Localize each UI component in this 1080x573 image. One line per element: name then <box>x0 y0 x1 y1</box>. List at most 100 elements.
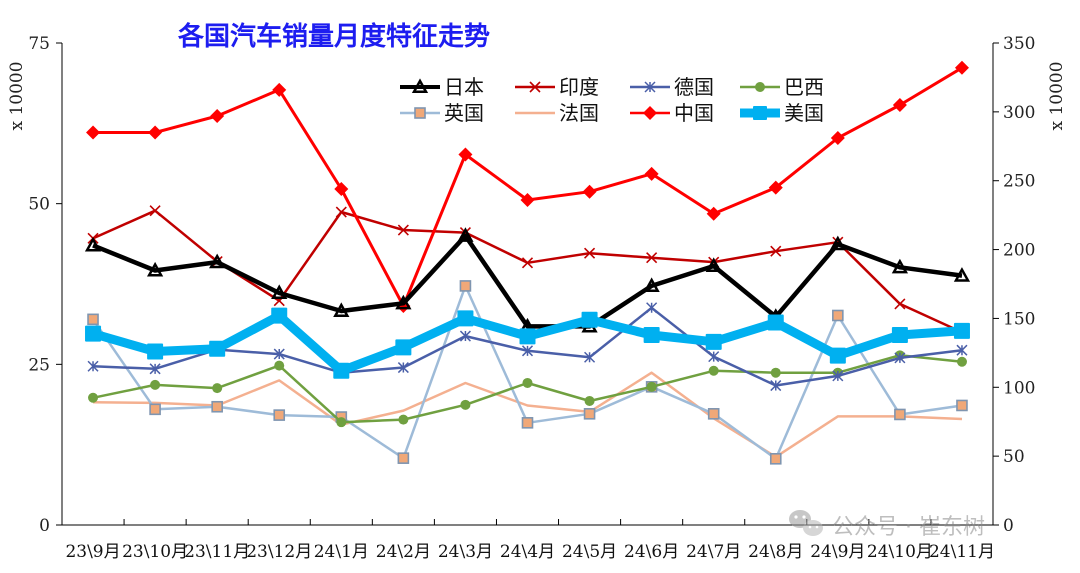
data-point <box>894 352 906 364</box>
y-right-tick-label: 350 <box>1003 34 1035 54</box>
data-point <box>149 403 161 416</box>
data-point <box>458 147 473 162</box>
data-point <box>829 347 846 364</box>
data-point <box>273 348 285 360</box>
data-point <box>272 82 287 97</box>
data-point <box>529 81 541 93</box>
data-point <box>584 351 596 363</box>
data-point <box>211 400 223 413</box>
data-point <box>274 360 285 371</box>
data-point <box>643 326 660 343</box>
series-line <box>93 66 963 308</box>
data-point <box>956 344 968 356</box>
y-right-unit-label: x 10000 <box>1047 61 1067 130</box>
data-point <box>457 310 474 327</box>
x-tick-label: 23\11月 <box>184 542 250 562</box>
data-point <box>521 345 534 357</box>
chart-title: 各国汽车销量月度特征走势 <box>177 21 490 52</box>
data-point <box>397 224 409 236</box>
data-point <box>271 284 288 300</box>
data-point <box>706 206 721 221</box>
data-point <box>956 399 968 412</box>
series-line <box>92 233 963 329</box>
data-point <box>708 351 720 363</box>
data-point <box>519 328 536 345</box>
data-point <box>830 131 845 146</box>
data-point <box>85 325 102 342</box>
x-tick-label: 24\7月 <box>686 542 741 562</box>
y-right-tick-label: 0 <box>1003 516 1014 536</box>
data-point <box>209 253 226 269</box>
series-line-group <box>85 307 970 379</box>
data-point <box>209 340 226 357</box>
data-point <box>460 399 471 410</box>
data-point <box>769 453 782 465</box>
data-point <box>86 125 101 140</box>
y-right-tick-label: 150 <box>1003 309 1035 329</box>
data-point <box>149 205 161 217</box>
data-point <box>520 192 535 207</box>
x-tick-label: 24\9月 <box>810 542 865 562</box>
data-point <box>953 267 971 282</box>
y-right-tick-label: 250 <box>1003 172 1035 192</box>
data-point <box>894 298 906 310</box>
x-tick-label: 23\12月 <box>246 542 312 562</box>
data-point <box>333 362 350 379</box>
legend-label: 印度 <box>559 75 599 99</box>
data-point <box>521 417 534 429</box>
series-line-group <box>86 60 969 314</box>
data-point <box>894 408 906 421</box>
data-point <box>521 257 534 269</box>
series-layer <box>84 60 971 465</box>
data-point <box>397 362 409 374</box>
data-point <box>643 277 660 292</box>
data-point <box>395 294 412 310</box>
legend-label: 巴西 <box>784 75 824 99</box>
legend-label: 英国 <box>444 101 484 125</box>
data-point <box>459 280 472 292</box>
data-point <box>333 302 350 318</box>
data-point <box>522 377 533 388</box>
data-point <box>646 252 658 264</box>
legend-item: 中国 <box>630 101 714 125</box>
x-tick-label: 24\1月 <box>314 542 369 562</box>
data-point <box>334 181 349 196</box>
legend-item: 印度 <box>515 75 599 99</box>
data-point <box>87 313 99 326</box>
legend-label: 美国 <box>784 101 824 125</box>
data-point <box>395 339 412 356</box>
data-point <box>954 60 969 75</box>
watermark-text: 公众号 · 崔东树 <box>832 515 985 540</box>
data-point <box>581 311 598 328</box>
x-tick-label: 24\6月 <box>624 542 679 562</box>
data-point <box>755 82 765 92</box>
data-point <box>271 307 288 324</box>
data-point <box>891 326 908 343</box>
x-tick-label: 24\10月 <box>867 542 933 562</box>
x-tick-label: 24\2月 <box>376 542 431 562</box>
data-point <box>708 365 719 376</box>
data-point <box>148 125 163 140</box>
x-tick-label: 24\8月 <box>748 542 803 562</box>
data-point <box>335 206 347 218</box>
data-point <box>767 314 784 331</box>
data-point <box>336 417 347 428</box>
data-point <box>707 408 720 420</box>
y-left-tick-label: 75 <box>28 34 50 54</box>
data-point <box>411 78 429 94</box>
legend-item: 日本 <box>400 75 484 99</box>
legend-label: 德国 <box>674 75 714 99</box>
data-point <box>146 261 164 277</box>
y-left-tick-label: 25 <box>28 355 50 375</box>
data-point <box>398 414 409 425</box>
legend-item: 巴西 <box>740 75 824 99</box>
data-point <box>956 356 967 367</box>
y-left-tick-label: 50 <box>28 195 50 215</box>
series-line <box>92 354 963 424</box>
data-point <box>832 309 844 322</box>
data-point <box>770 367 781 378</box>
data-point <box>584 395 595 406</box>
watermark: 公众号 · 崔东树 <box>789 510 985 540</box>
